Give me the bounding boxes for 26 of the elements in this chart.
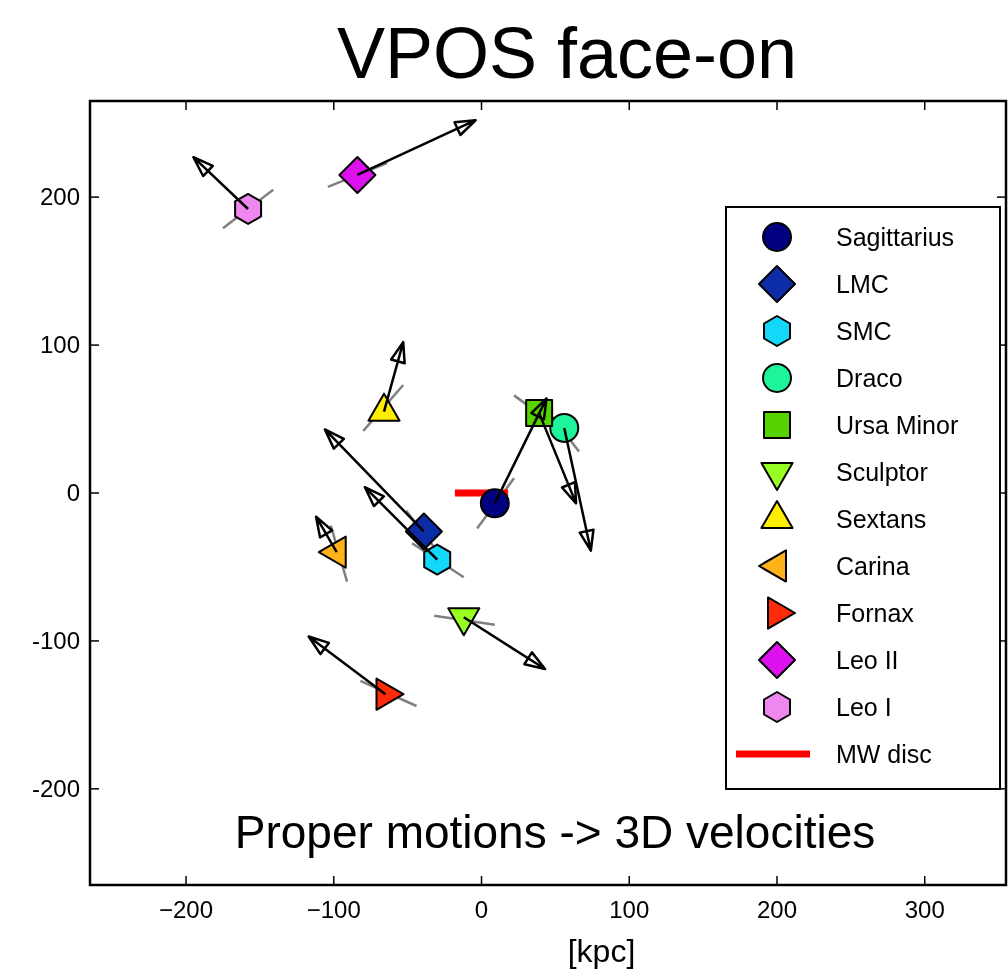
legend-label: Carina: [836, 552, 910, 580]
x-tick-label: 0: [474, 896, 489, 923]
legend-label: Fornax: [836, 599, 915, 627]
x-tick-label: −100: [306, 896, 361, 923]
x-tick-label: 300: [904, 896, 945, 923]
legend-label: LMC: [836, 270, 889, 298]
legend-label: Leo II: [836, 646, 899, 674]
y-tick-label: -200: [31, 774, 80, 802]
annotation: Proper motions -> 3D velocities: [234, 806, 876, 858]
y-tick-label: 200: [39, 183, 80, 211]
x-tick-label: −200: [159, 896, 214, 923]
chart-title: VPOS face-on: [336, 13, 798, 93]
x-tick-label: 200: [756, 896, 798, 923]
y-tick-label: 100: [39, 331, 80, 359]
legend-label: SMC: [836, 317, 892, 345]
y-tick-label: 0: [66, 479, 80, 506]
legend-label: Sextans: [836, 505, 927, 533]
legend-label: Sculptor: [836, 458, 928, 486]
legend-label: Draco: [836, 364, 903, 392]
x-tick-label: 100: [609, 896, 650, 923]
x-axis-title: [kpc]: [567, 933, 636, 969]
legend-label: MW disc: [836, 740, 932, 768]
legend-label: Sagittarius: [836, 223, 955, 251]
y-tick-label: -100: [31, 626, 80, 654]
legend-label: Ursa Minor: [836, 411, 959, 439]
legend-label: Leo I: [836, 693, 892, 721]
